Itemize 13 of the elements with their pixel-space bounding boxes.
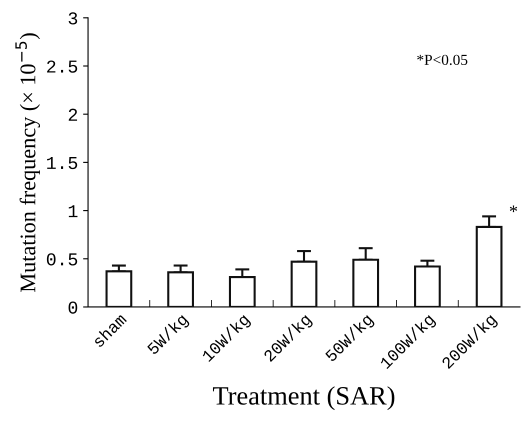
y-tick-label: 2 xyxy=(68,108,78,121)
y-tick-label: 0.5 xyxy=(46,253,78,266)
y-tick-label: 0 xyxy=(68,301,78,314)
y-axis-title: Mutation frequency (× 10$^{−5}$) xyxy=(15,33,40,292)
y-tick-label: 1 xyxy=(68,205,78,218)
y-tick-label: 3 xyxy=(68,12,78,25)
y-tick-label: 1.5 xyxy=(47,157,78,170)
annotation: * xyxy=(510,206,518,212)
y-tick-label: 2.5 xyxy=(47,60,78,73)
bar xyxy=(414,265,441,307)
bar xyxy=(106,270,132,307)
annotation: *P<0.05 xyxy=(417,54,468,66)
x-axis-title: Treatment (SAR) xyxy=(212,386,394,410)
